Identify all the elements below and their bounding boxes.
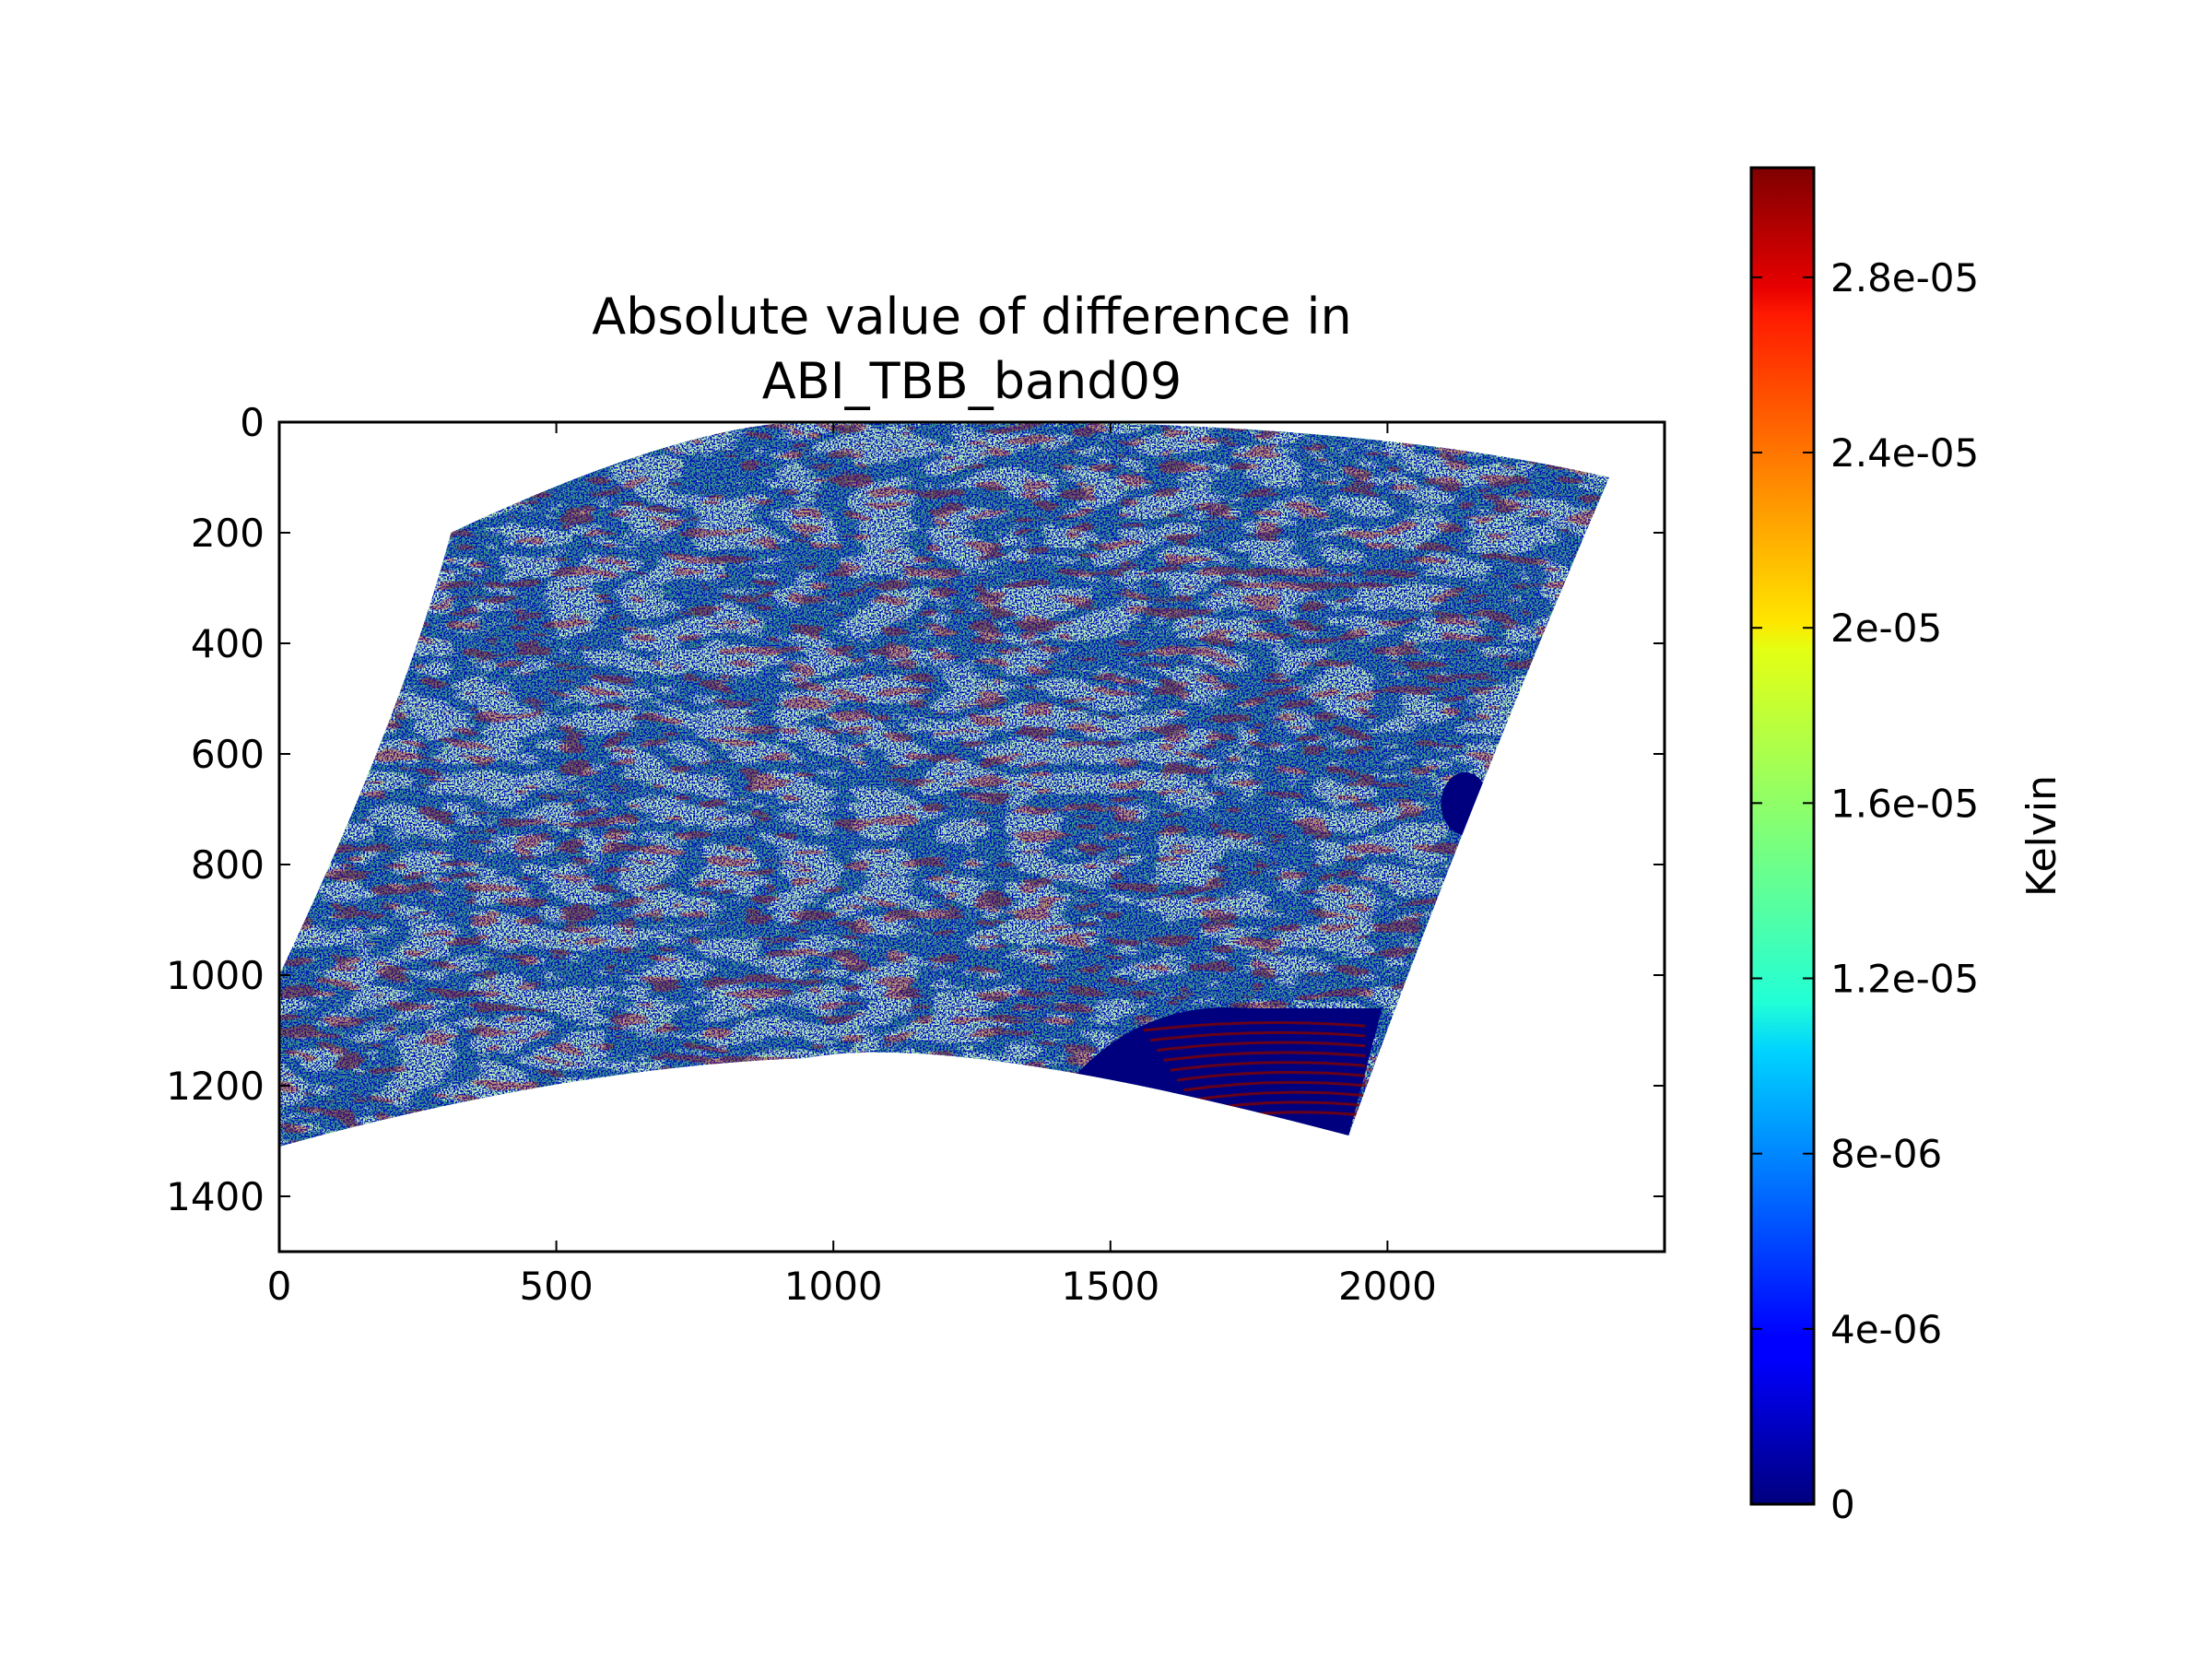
chart-title-line-1: Absolute value of difference in	[592, 288, 1352, 346]
colorbar-label: Kelvin	[2018, 775, 2065, 897]
swath-red-layer	[279, 422, 1609, 1147]
x-tick-label: 500	[520, 1264, 594, 1309]
y-tick-label: 1000	[166, 953, 265, 998]
chart-title-line-2: ABI_TBB_band09	[762, 352, 1182, 410]
red-streaks-lower-right	[1143, 1021, 1366, 1122]
x-tick-label: 1000	[784, 1264, 883, 1309]
colorbar-ticks: 0 4e-06 8e-06 1.2e-05 1.6e-05 2e-05 2.4e-05 2.8…	[1751, 255, 1979, 1527]
y-tick-label: 600	[191, 732, 265, 777]
colorbar-tick-label: 2e-05	[1830, 606, 1942, 651]
colorbar	[1749, 166, 1816, 1506]
y-tick-label: 400	[191, 621, 265, 666]
axes-frame	[277, 420, 1666, 1253]
y-tick-label: 1200	[166, 1064, 265, 1109]
y-tick-label: 1400	[166, 1174, 265, 1219]
heatmap-swath	[279, 422, 1609, 1147]
y-tick-label: 0	[240, 400, 265, 445]
colorbar-tick-label: 8e-06	[1830, 1132, 1942, 1177]
colorbar-tick-label: 1.6e-05	[1830, 781, 1979, 826]
y-tick-label: 200	[191, 511, 265, 556]
x-axis: 0 500 1000 1500 2000	[267, 422, 1437, 1309]
colorbar-tick-label: 0	[1830, 1482, 1855, 1527]
y-axis: 0 200 400 600 800 1000 1200 1400	[166, 400, 1665, 1219]
colorbar-tick-label: 4e-06	[1830, 1307, 1942, 1352]
colorbar-tick-label: 1.2e-05	[1830, 957, 1979, 1002]
x-tick-label: 0	[267, 1264, 292, 1309]
x-tick-label: 1500	[1061, 1264, 1159, 1309]
y-tick-label: 800	[191, 842, 265, 888]
colorbar-tick-label: 2.4e-05	[1830, 430, 1979, 476]
x-tick-label: 2000	[1338, 1264, 1437, 1309]
colorbar-tick-label: 2.8e-05	[1830, 255, 1979, 300]
